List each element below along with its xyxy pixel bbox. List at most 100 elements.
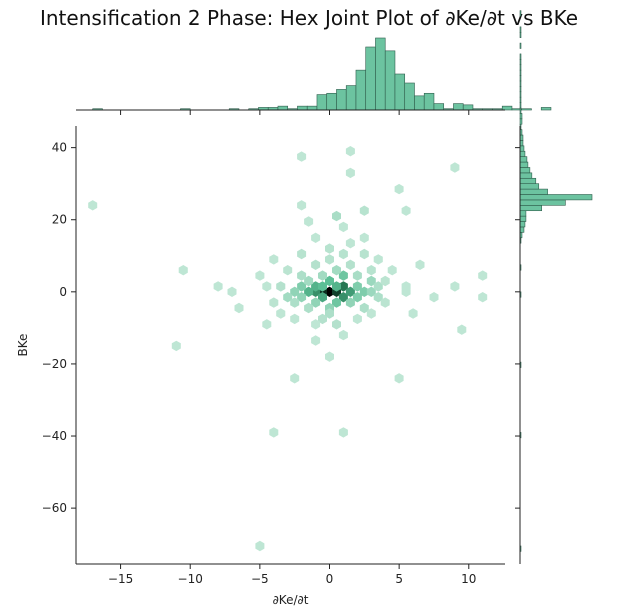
x-histogram-bar — [501, 105, 513, 111]
hexbin-cell — [276, 308, 286, 319]
y-histogram-bar — [519, 172, 533, 179]
x-tick-label: 0 — [326, 572, 334, 586]
hexbin-cell — [332, 210, 341, 222]
y-tick-label: 40 — [52, 141, 67, 155]
hexbin-cell — [213, 281, 223, 292]
hexbin-cell — [394, 183, 404, 195]
y-tick-label: −60 — [42, 501, 67, 515]
x-histogram-bar — [365, 46, 376, 111]
hexbin-cell — [283, 265, 293, 276]
hexbin-cell — [457, 324, 467, 335]
hexbin-cell — [380, 275, 390, 287]
y-histogram-bar — [519, 96, 522, 103]
hexbin-cell — [359, 302, 369, 314]
x-marginal-histogram — [76, 37, 552, 115]
x-histogram-bar — [423, 92, 435, 111]
y-histogram-bar — [519, 113, 523, 120]
hexbin-cell — [269, 297, 279, 308]
y-histogram-bar — [519, 31, 522, 38]
hexbin-cell — [338, 292, 348, 303]
x-histogram-bar — [462, 104, 474, 111]
y-histogram-bar — [519, 75, 522, 82]
hexbin-cell — [325, 275, 334, 287]
hexbin-cell — [338, 329, 348, 341]
hexbin-cell — [373, 254, 383, 265]
hexbin-cell — [227, 286, 237, 297]
hexbin-cell — [332, 281, 341, 292]
hexbin-cell — [325, 243, 334, 254]
y-histogram-bar — [519, 183, 540, 190]
hexbin-cell — [269, 427, 279, 438]
x-histogram-bar — [306, 105, 318, 111]
hexbin-cell — [311, 232, 321, 243]
x-histogram-bar — [375, 37, 386, 111]
hexbin-cell — [262, 281, 272, 292]
hexbin-cell — [325, 286, 334, 297]
hexbin-cell — [373, 281, 383, 292]
hexbin-cell — [311, 259, 321, 270]
x-histogram-bar — [453, 103, 464, 111]
hexbin-cell — [318, 270, 327, 281]
hexbin-cell — [255, 540, 265, 552]
hexbin-cell — [88, 200, 98, 211]
hexbin-cell — [297, 151, 307, 162]
x-tick-label: −10 — [178, 572, 203, 586]
hexbin-cell — [338, 281, 348, 292]
y-histogram-bar — [519, 69, 522, 76]
x-histogram-bar — [404, 82, 415, 111]
hexbin-cell — [359, 248, 369, 260]
hexbin-cell — [332, 297, 341, 308]
hexbin-cell — [352, 281, 362, 292]
hexbin-cell — [311, 281, 321, 292]
hexbin-cell — [318, 313, 327, 325]
x-histogram-bar — [336, 89, 347, 111]
hexbin-cell — [359, 286, 369, 297]
hexbin-cell — [297, 248, 307, 260]
x-tick-label: −15 — [108, 572, 133, 586]
main-axes: −15 −10 −5 0 5 10 40 20 0 −20 −40 −60 — [42, 126, 505, 586]
y-histogram-bar — [519, 10, 522, 17]
hexbin-cell — [345, 297, 355, 308]
x-histogram-bar — [540, 107, 552, 111]
hexbin-cell — [359, 205, 369, 216]
hexbin-cell — [318, 281, 327, 292]
hexbin-cell — [255, 270, 265, 281]
x-histogram-bar — [394, 73, 406, 111]
x-tick-label: −5 — [251, 572, 269, 586]
y-histogram-bar — [519, 226, 525, 233]
hexbin-cell — [171, 340, 181, 352]
y-histogram-bar — [519, 215, 527, 222]
hexbin-cell — [366, 308, 376, 319]
hexbin-cell — [352, 270, 362, 281]
hexbin-cell — [478, 270, 488, 281]
hexbin-cell — [311, 335, 321, 346]
y-histogram-bar — [519, 199, 566, 206]
x-tick-label: 10 — [461, 572, 476, 586]
hexbin-cell — [276, 281, 286, 292]
hexbin-cell — [338, 221, 348, 233]
hexbin-cell — [401, 205, 411, 216]
y-histogram-bar — [519, 42, 522, 49]
x-histogram-bar — [277, 105, 289, 111]
x-histogram-bar — [521, 108, 532, 111]
hexbin-cell — [401, 286, 411, 297]
hexbin-cell — [304, 216, 314, 227]
y-histogram-bar — [519, 91, 522, 98]
hexbin-cell — [297, 281, 307, 292]
hexbin-cell — [297, 270, 307, 281]
x-histogram-bar — [355, 69, 367, 111]
y-histogram-bar — [519, 177, 537, 184]
hexbin-cell — [297, 292, 307, 303]
y-histogram-bar — [519, 59, 522, 66]
hexbin-cell — [387, 265, 397, 276]
y-histogram-bar — [519, 145, 525, 152]
hexbin-cell — [325, 308, 334, 319]
hexbin-cell — [338, 427, 348, 438]
y-histogram-bar — [519, 107, 522, 114]
hexbin-cell — [408, 308, 418, 319]
y-histogram-bar — [519, 118, 523, 125]
hexbin-cell — [290, 373, 300, 384]
hexbin-cell — [297, 200, 307, 211]
hexbin-cell — [366, 275, 376, 287]
